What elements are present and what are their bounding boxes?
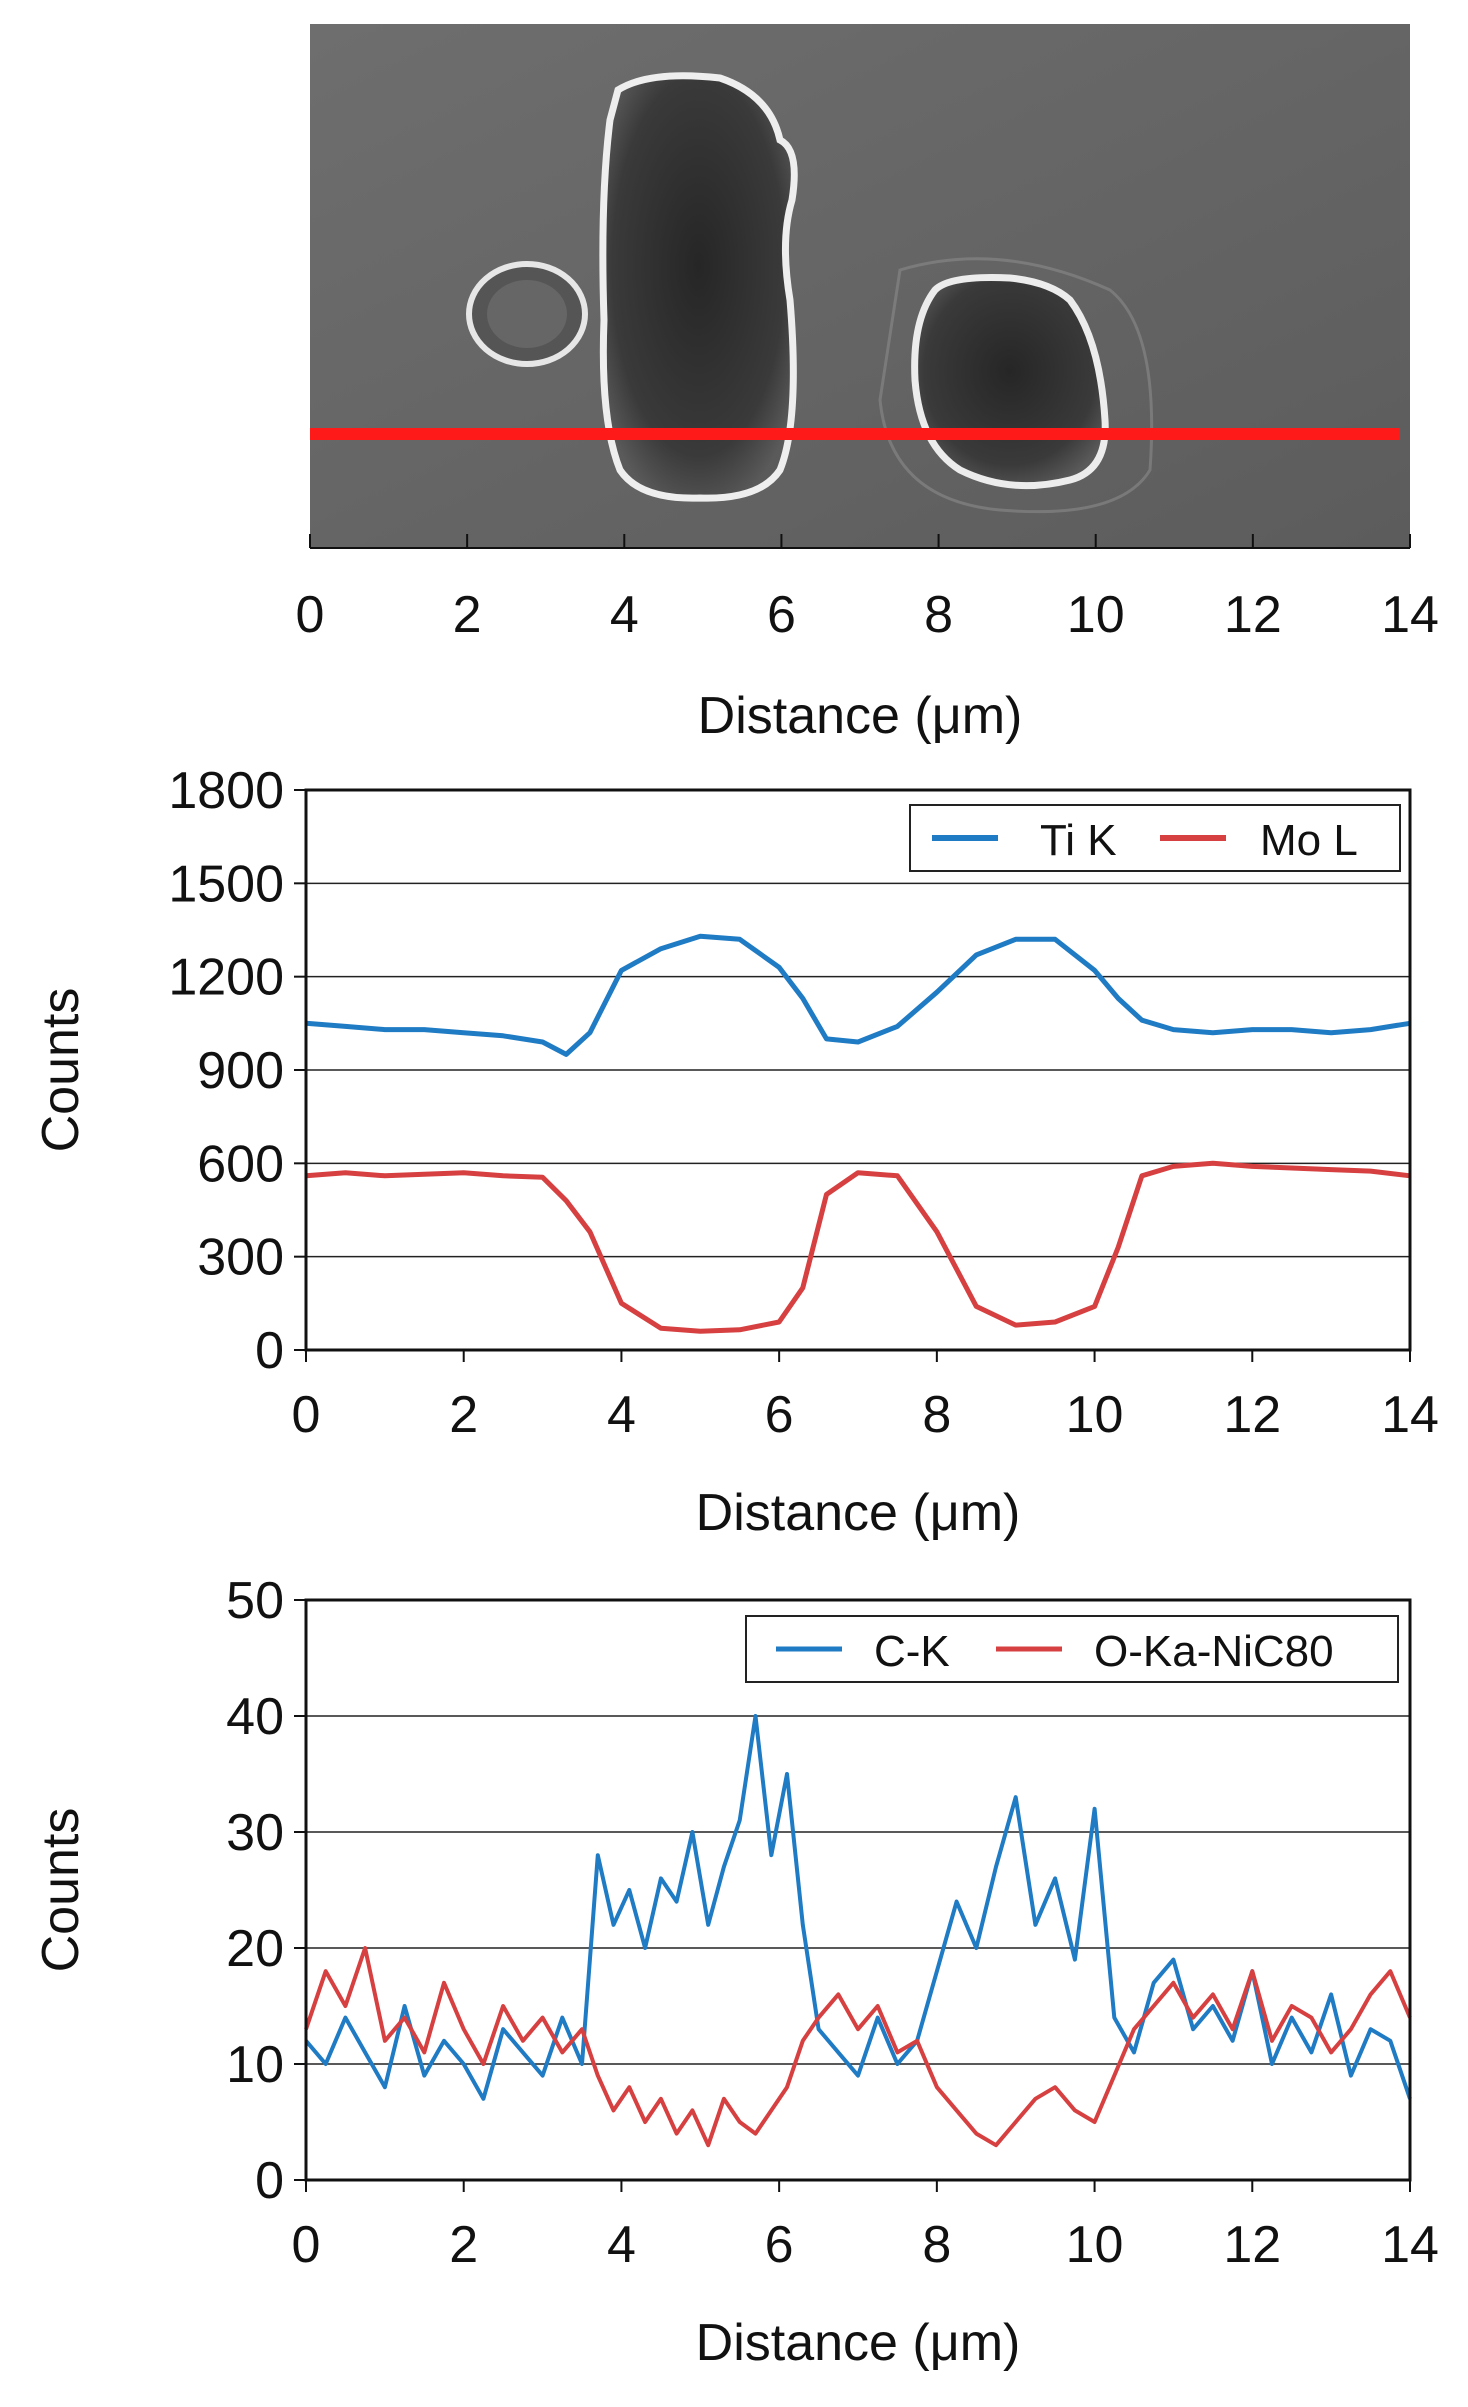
sem-x-axis-label: Distance (μm) [698, 687, 1023, 745]
chart-c-o-grid [306, 1715, 1410, 2065]
chart-ti-mo: 0 300 600 900 1200 1500 1800 0 2 4 6 8 10 12 14 Count… [32, 762, 1439, 1542]
y-tick-label: 1800 [168, 762, 284, 820]
y-tick-label: 1500 [168, 855, 284, 913]
chart-c-o-frame [304, 1598, 1412, 2182]
chart-ti-mo-y-label: Counts [32, 988, 90, 1153]
x-tick-label: 12 [1223, 2216, 1281, 2274]
y-tick-label: 10 [226, 2036, 284, 2094]
sem-particle-right [911, 274, 1109, 490]
x-tick-label: 10 [1066, 1386, 1124, 1444]
y-tick-label: 20 [226, 1920, 284, 1978]
chart-ti-mo-y-ticks: 0 300 600 900 1200 1500 1800 [168, 762, 306, 1380]
chart-c-o: 0 10 20 30 40 50 0 2 4 6 8 10 12 14 Counts Distance … [32, 1572, 1439, 2372]
legend-label-o-ka: O-Ka-NiC80 [1094, 1627, 1334, 1676]
x-tick-label: 0 [292, 1386, 321, 1444]
sem-x-ticks: 0 2 4 6 8 10 12 14 [296, 534, 1439, 644]
series-line-ti-k [305, 933, 1411, 1057]
y-tick-label: 300 [197, 1229, 284, 1287]
y-tick-label: 30 [226, 1804, 284, 1862]
y-tick-label: 1200 [168, 949, 284, 1007]
sem-particle-right-halo [878, 257, 1154, 514]
y-tick-label: 40 [226, 1688, 284, 1746]
sem-x-tick-label: 12 [1224, 586, 1282, 644]
chart-ti-mo-series [305, 933, 1411, 1334]
chart-ti-mo-grid [306, 882, 1410, 1258]
chart-c-o-y-ticks: 0 10 20 30 40 50 [226, 1572, 306, 2210]
legend-label-ti-k: Ti K [1040, 816, 1117, 865]
x-tick-label: 14 [1381, 2216, 1439, 2274]
chart-c-o-series [304, 1714, 1412, 2148]
legend-label-c-k: C-K [874, 1627, 950, 1676]
sem-particle-small-inner [487, 280, 567, 348]
y-tick-label: 0 [255, 1322, 284, 1380]
x-tick-label: 4 [607, 1386, 636, 1444]
sem-x-tick-label: 8 [924, 586, 953, 644]
legend-box [745, 1615, 1399, 1683]
series-line-o-ka-nic80 [304, 1946, 1412, 2148]
sem-x-tick-label: 14 [1381, 586, 1439, 644]
x-tick-label: 14 [1381, 1386, 1439, 1444]
chart-c-o-x-ticks: 0 2 4 6 8 10 12 14 [292, 2180, 1439, 2274]
chart-ti-mo-x-label: Distance (μm) [696, 1484, 1021, 1542]
sem-x-tick-label: 6 [767, 586, 796, 644]
y-tick-label: 0 [255, 2152, 284, 2210]
sem-x-tick-label: 0 [296, 586, 325, 644]
x-tick-label: 2 [449, 1386, 478, 1444]
y-tick-label: 50 [226, 1572, 284, 1630]
chart-ti-mo-x-ticks: 0 2 4 6 8 10 12 14 [292, 1350, 1439, 1444]
x-tick-label: 12 [1223, 1386, 1281, 1444]
chart-c-o-x-label: Distance (μm) [696, 2314, 1021, 2372]
x-tick-label: 8 [922, 2216, 951, 2274]
x-tick-label: 8 [922, 1386, 951, 1444]
chart-c-o-y-label: Counts [32, 1808, 90, 1973]
sem-particle-large [599, 72, 798, 502]
chart-c-o-legend: C-K O-Ka-NiC80 [745, 1615, 1399, 1683]
x-tick-label: 4 [607, 2216, 636, 2274]
sem-x-tick-label: 4 [610, 586, 639, 644]
legend-label-mo-l: Mo L [1260, 816, 1358, 865]
y-tick-label: 900 [197, 1042, 284, 1100]
y-tick-label: 600 [197, 1135, 284, 1193]
sem-image-panel: 0 2 4 6 8 10 12 14 Distance (μm) [296, 24, 1439, 745]
series-line-mo-l [305, 1160, 1411, 1334]
chart-ti-mo-legend: Ti K Mo L [909, 804, 1401, 872]
x-tick-label: 6 [765, 1386, 794, 1444]
x-tick-label: 2 [449, 2216, 478, 2274]
series-line-c-k [304, 1714, 1412, 2101]
sem-x-tick-label: 2 [453, 586, 482, 644]
sem-background [310, 24, 1410, 548]
x-tick-label: 10 [1066, 2216, 1124, 2274]
x-tick-label: 0 [292, 2216, 321, 2274]
sem-x-tick-label: 10 [1067, 586, 1125, 644]
x-tick-label: 6 [765, 2216, 794, 2274]
